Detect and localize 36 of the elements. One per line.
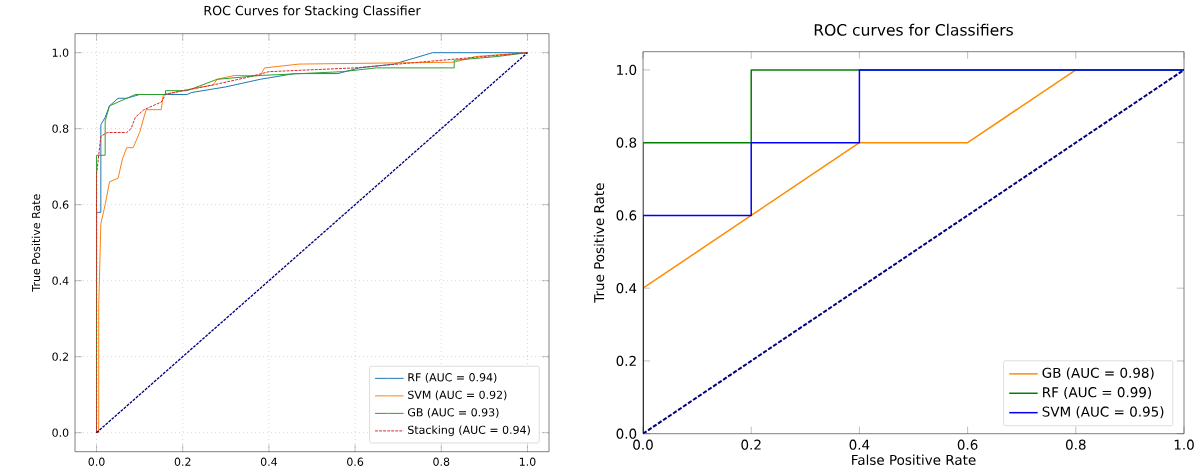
y-tick-label: 0.4: [616, 283, 637, 294]
legend-label: SVM (AUC = 0.92): [408, 390, 507, 401]
x-tick-label: 0.6: [347, 457, 364, 467]
x-tick-label: 0.8: [433, 457, 450, 467]
x-axis-title: False Positive Rate: [852, 454, 976, 466]
legend-label: GB (AUC = 0.93): [407, 408, 499, 418]
y-tick-label: 1.0: [52, 48, 69, 57]
y-axis-title: True Positive Rate: [593, 183, 605, 304]
x-tick-label: 0.2: [741, 439, 761, 450]
legend-label: SVM (AUC = 0.95): [1042, 406, 1164, 419]
x-tick-label: 0.0: [88, 457, 105, 467]
y-axis-title: True Positive Rate: [31, 194, 41, 292]
x-tick-label: 0.0: [633, 439, 653, 450]
legend-label: RF (AUC = 0.99): [1043, 387, 1152, 400]
y-tick-label: 1.0: [617, 64, 637, 76]
x-tick-label: 1.0: [519, 457, 536, 467]
y-tick-label: 0.2: [616, 355, 636, 367]
y-tick-label: 0.0: [616, 428, 637, 439]
y-tick-label: 0.8: [52, 124, 69, 133]
y-tick-label: 0.6: [616, 210, 637, 221]
chart-title: ROC Curves for Stacking Classifier: [204, 5, 421, 18]
legend-label: RF (AUC = 0.94): [408, 373, 497, 383]
x-tick-label: 0.8: [1065, 439, 1086, 450]
y-tick-label: 0.4: [52, 276, 69, 286]
x-tick-label: 1.0: [1174, 439, 1194, 450]
y-tick-label: 0.2: [52, 352, 69, 362]
legend-label: Stacking (AUC = 0.94): [408, 425, 530, 437]
chart-title: ROC curves for Classifiers: [814, 23, 1013, 36]
x-tick-label: 0.6: [957, 439, 978, 450]
y-tick-label: 0.8: [616, 137, 637, 148]
y-tick-label: 0.6: [52, 200, 69, 209]
x-tick-label: 0.2: [174, 457, 191, 467]
x-tick-label: 0.4: [260, 457, 278, 467]
legend-label: GB (AUC = 0.98): [1042, 367, 1154, 380]
x-tick-label: 0.4: [849, 439, 870, 450]
y-tick-label: 0.0: [52, 428, 69, 438]
